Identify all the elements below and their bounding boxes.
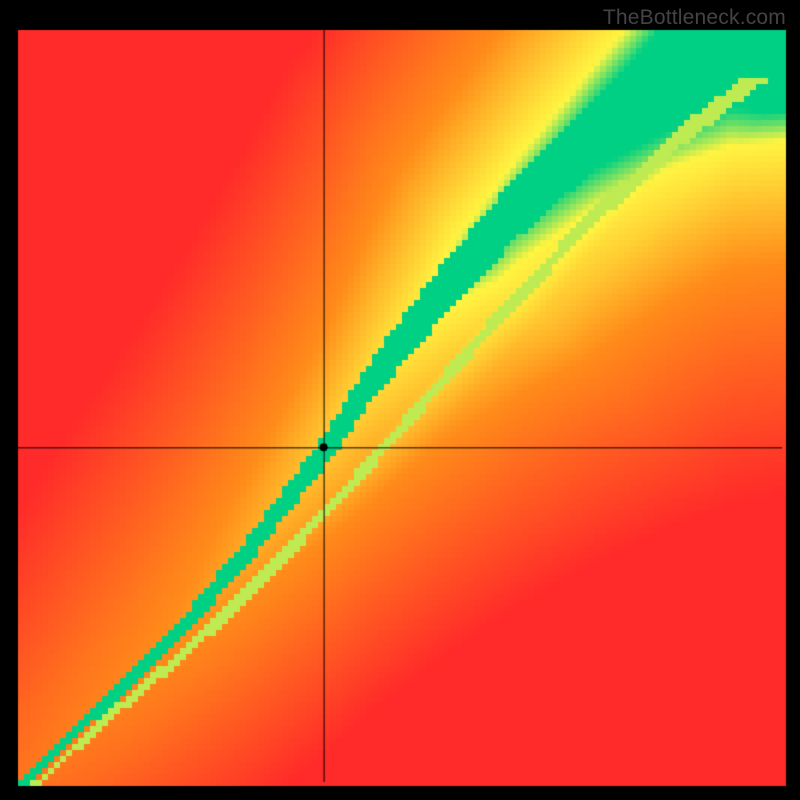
- chart-container: TheBottleneck.com: [0, 0, 800, 800]
- watermark-text: TheBottleneck.com: [603, 6, 786, 30]
- heatmap-canvas: [0, 0, 800, 800]
